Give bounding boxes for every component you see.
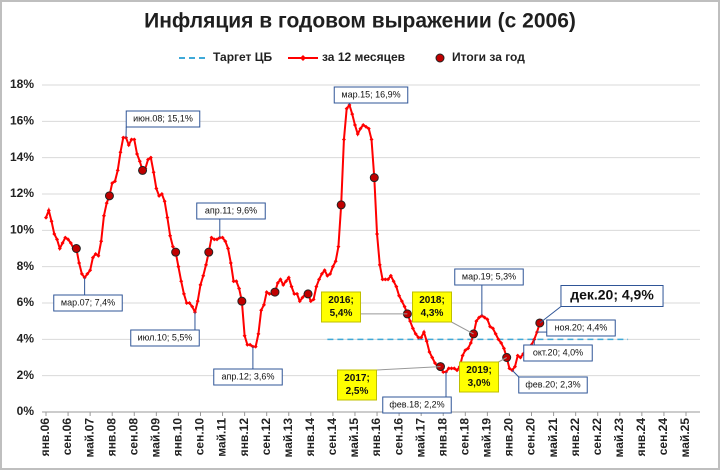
y-tick-label: 2% [17, 368, 35, 382]
callout-text: 2018; [419, 295, 445, 306]
callout-text: дек.20; 4,9% [570, 287, 654, 303]
year-result-dot [105, 192, 113, 200]
callout-text: фев.20; 2,3% [525, 379, 580, 389]
x-tick-label: май.07 [82, 418, 96, 458]
x-tick-label: сен.24 [656, 418, 670, 456]
year-result-dot [205, 248, 213, 256]
x-tick-label: янв.16 [369, 418, 383, 457]
x-tick-label: май.19 [480, 418, 494, 458]
callout-text: 2,5% [346, 386, 369, 397]
y-tick-label: 12% [10, 186, 34, 200]
year-result-dot [304, 290, 312, 298]
year-result-dot [72, 245, 80, 253]
callout-text: 3,0% [468, 378, 491, 389]
year-result-dot [370, 174, 378, 182]
year-result-dot [238, 297, 246, 305]
chart-title: Инфляция в годовом выражении (с 2006) [144, 10, 576, 33]
x-tick-label: сен.14 [325, 418, 339, 456]
legend-label: за 12 месяцев [322, 50, 405, 64]
callout-text: июн.08; 15,1% [133, 113, 193, 123]
y-tick-label: 16% [10, 114, 34, 128]
y-tick-label: 10% [10, 223, 34, 237]
callout-text: апр.11; 9,6% [205, 205, 257, 215]
y-tick-label: 4% [17, 332, 35, 346]
y-tick-label: 14% [10, 150, 34, 164]
x-tick-label: сен.18 [457, 418, 471, 456]
x-tick-label: май.17 [413, 418, 427, 458]
x-tick-label: май.15 [347, 418, 361, 458]
x-tick-label: янв.14 [303, 418, 317, 457]
callout-text: 2019; [466, 365, 492, 376]
callout-text: июл.10; 5,5% [138, 332, 193, 342]
x-tick-label: сен.12 [259, 418, 273, 456]
x-tick-label: сен.22 [590, 418, 604, 456]
legend-label: Таргет ЦБ [213, 50, 273, 64]
year-result-dot [337, 201, 345, 209]
callout-text: мар.07; 7,4% [61, 297, 115, 307]
y-tick-label: 0% [17, 404, 35, 418]
x-tick-label: сен.10 [193, 418, 207, 456]
callout-text: ноя.20; 4,4% [555, 322, 608, 332]
x-tick-label: янв.22 [568, 418, 582, 457]
x-tick-label: сен.16 [391, 418, 405, 456]
y-tick-label: 18% [10, 77, 34, 91]
x-tick-label: май.09 [149, 418, 163, 458]
x-tick-label: май.11 [215, 418, 229, 457]
x-tick-label: май.21 [546, 418, 560, 458]
callout-text: мар.15; 16,9% [341, 89, 400, 99]
callout-text: 2017; [344, 373, 370, 384]
callout-text: 5,4% [330, 308, 353, 319]
year-result-dot [172, 248, 180, 256]
x-tick-label: янв.18 [435, 418, 449, 457]
x-tick-label: май.25 [678, 418, 692, 458]
x-tick-label: май.13 [281, 418, 295, 458]
callout-text: 2016; [328, 295, 354, 306]
callout-text: мар.19; 5,3% [462, 271, 516, 281]
year-result-dot [271, 288, 279, 296]
x-tick-label: сен.06 [60, 418, 74, 456]
x-tick-label: янв.12 [237, 418, 251, 457]
x-tick-label: сен.20 [524, 418, 538, 456]
x-tick-label: янв.08 [104, 418, 118, 457]
callout-text: фев.18; 2,2% [389, 399, 444, 409]
x-tick-label: янв.20 [502, 418, 516, 457]
year-result-dot [139, 166, 147, 174]
x-tick-label: май.23 [612, 418, 626, 458]
callout-text: окт.20; 4,0% [533, 347, 583, 357]
callout-text: апр.12; 3,6% [222, 371, 275, 381]
callout-text: 4,3% [421, 308, 444, 319]
x-tick-label: янв.06 [38, 418, 52, 457]
y-tick-label: 8% [17, 259, 35, 273]
x-tick-label: янв.24 [634, 418, 648, 457]
legend-label: Итоги за год [452, 50, 525, 64]
x-tick-label: сен.08 [126, 418, 140, 456]
y-tick-label: 6% [17, 295, 35, 309]
x-tick-label: янв.10 [171, 418, 185, 457]
legend-swatch [436, 54, 444, 62]
